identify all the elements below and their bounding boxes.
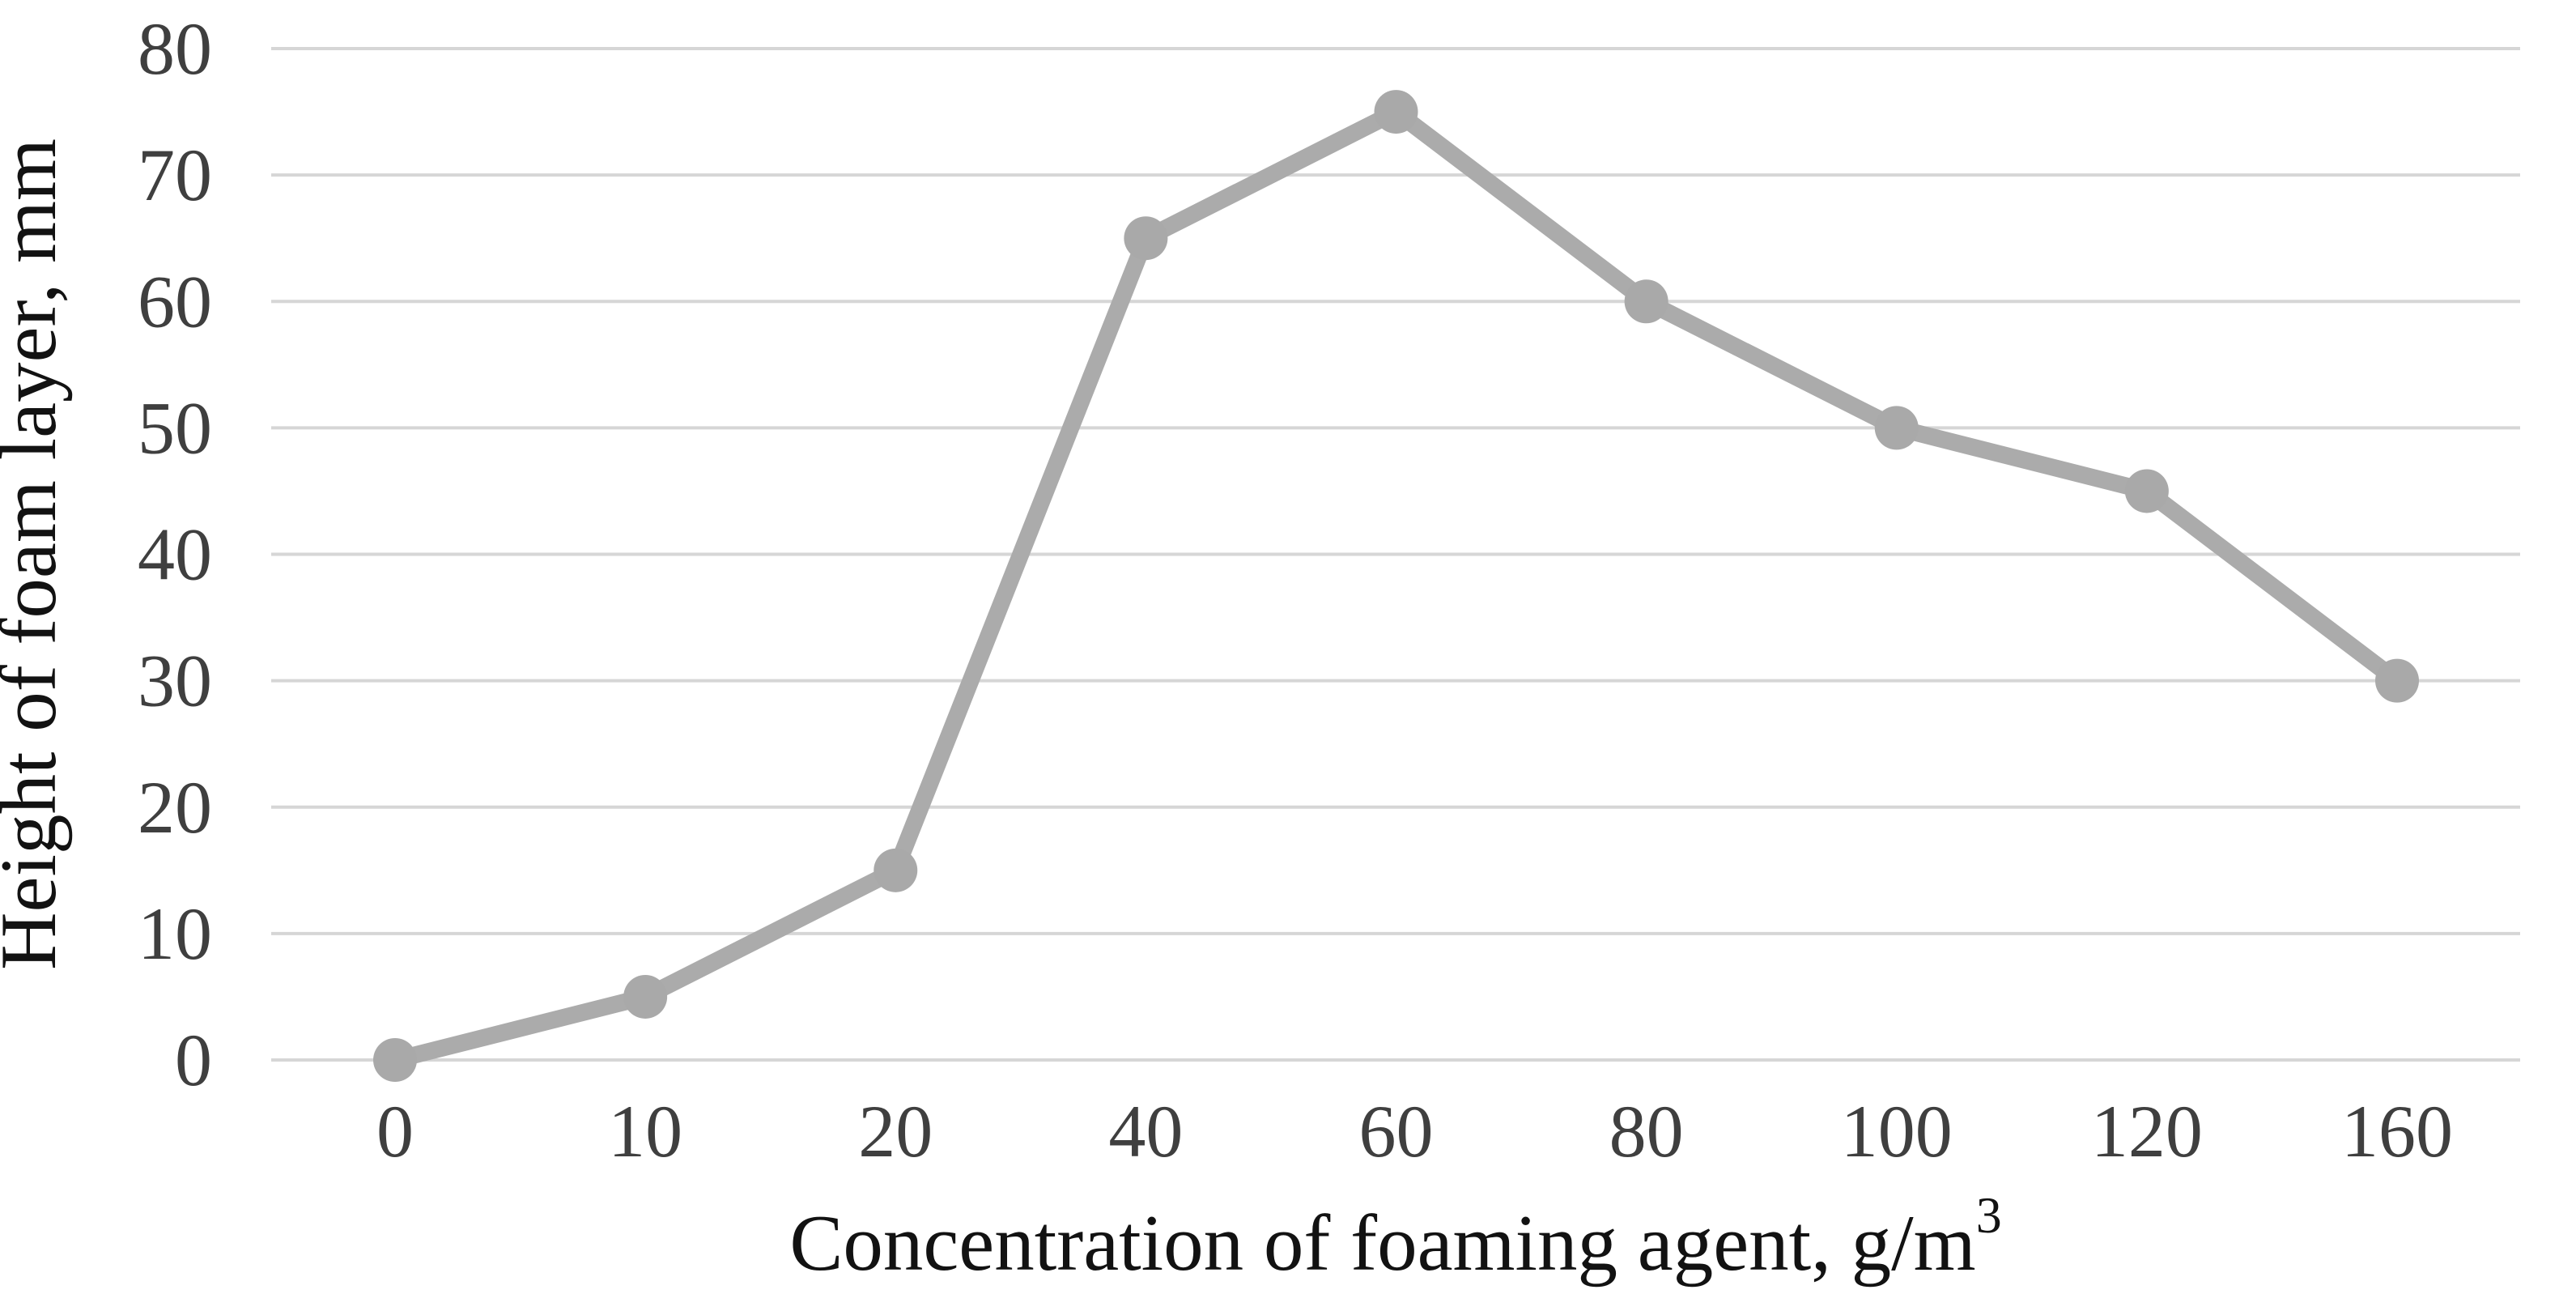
y-axis-tick-label: 70 (138, 134, 212, 216)
y-axis-tick-label: 0 (175, 1019, 212, 1101)
data-point-marker (1374, 90, 1418, 134)
x-axis-tick-label: 20 (858, 1090, 933, 1173)
y-axis-tick-label: 40 (138, 513, 212, 596)
data-point-marker (2375, 658, 2419, 703)
y-axis-tick-label: 10 (138, 892, 212, 975)
data-point-marker (623, 974, 668, 1019)
y-axis-tick-label: 20 (138, 766, 212, 849)
data-point-marker (373, 1038, 417, 1082)
x-axis-tick-label: 0 (376, 1090, 414, 1173)
x-axis-title: Concentration of foaming agent, g/m3 (789, 1186, 2001, 1288)
data-point-marker (1124, 216, 1168, 261)
y-axis-tick-label: 50 (138, 386, 212, 469)
x-axis-tick-label: 10 (608, 1090, 682, 1173)
y-axis-title: Height of foam layer, mm (0, 138, 73, 970)
x-axis-title-superscript: 3 (1976, 1186, 2002, 1244)
y-axis-tick-label: 60 (138, 260, 212, 343)
data-point-marker (1874, 406, 1919, 450)
x-axis-tick-label: 40 (1108, 1090, 1183, 1173)
data-point-marker (1624, 279, 1668, 324)
y-axis-tick-label: 80 (138, 7, 212, 90)
x-axis-title-base: Concentration of foaming agent, g/m (789, 1199, 1975, 1288)
y-axis-tick-label: 30 (138, 640, 212, 722)
x-axis-tick-label: 100 (1841, 1090, 1953, 1173)
x-axis-tick-label: 60 (1359, 1090, 1434, 1173)
data-line (386, 103, 2406, 1069)
data-point-marker (874, 848, 918, 892)
x-axis-tick-label: 120 (2091, 1090, 2203, 1173)
x-axis-tick-label: 160 (2341, 1090, 2453, 1173)
x-axis-tick-label: 80 (1609, 1090, 1684, 1173)
data-point-marker (2124, 469, 2169, 513)
